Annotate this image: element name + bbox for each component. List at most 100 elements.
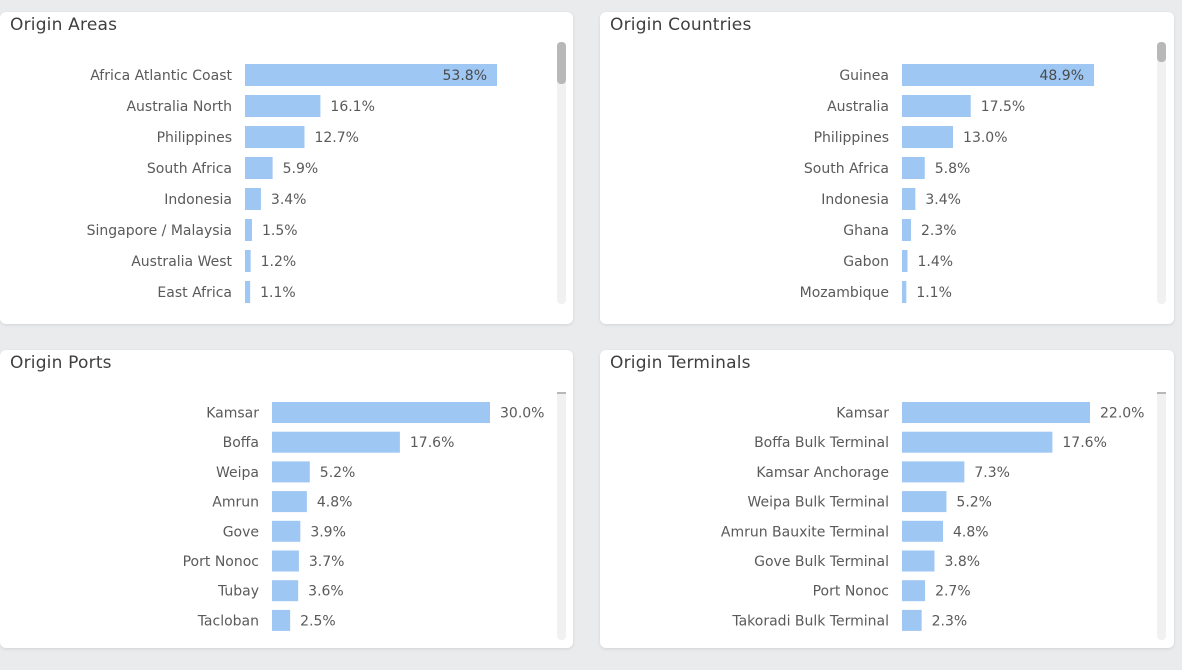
data-label: 3.4% [925,192,961,208]
category-label: Gove [223,524,259,540]
scrollbar-thumb[interactable] [557,392,566,394]
bar-2[interactable] [245,95,321,117]
bar-1[interactable] [902,402,1090,423]
category-label: Singapore / Malaysia [87,223,232,239]
category-label: Boffa Bulk Terminal [754,435,889,451]
bar-5[interactable] [902,520,944,542]
data-label: 3.8% [944,554,980,570]
category-label: South Africa [147,161,232,177]
bar-4[interactable] [902,491,947,513]
data-label: 1.1% [260,285,296,301]
category-label: Takoradi Bulk Terminal [731,613,889,629]
data-label: 17.6% [410,435,454,451]
bar-3[interactable] [245,126,305,148]
bar-6[interactable] [902,219,912,241]
scrollbar-thumb[interactable] [1157,392,1166,394]
category-label: Port Nonoc [813,584,889,600]
data-label: 5.9% [283,161,319,177]
category-label: Philippines [814,130,889,146]
data-label: 4.8% [317,495,353,511]
data-label: 30.0% [500,406,544,422]
bar-5[interactable] [245,188,261,210]
category-label: South Africa [804,161,889,177]
bar-7[interactable] [245,250,251,272]
bar-4[interactable] [245,157,273,179]
origin-ports-chart: Kamsar 30.0% Boffa 17.6% Weipa 5.2% Amrun 4.8% G… [183,392,566,640]
scrollbar-thumb[interactable] [557,42,566,84]
category-label: Tubay [217,584,259,600]
scrollbar-thumb[interactable] [1157,42,1166,62]
bar-5[interactable] [902,188,916,210]
category-label: Port Nonoc [183,554,259,570]
data-label: 16.1% [330,99,374,115]
scrollbar-track[interactable] [1157,42,1166,304]
data-label: 7.3% [974,465,1010,481]
scrollbar-track[interactable] [557,42,566,304]
bar-6[interactable] [902,550,935,572]
category-label: Mozambique [800,285,889,301]
bar-1[interactable] [902,64,1094,86]
category-label: Australia [827,99,889,115]
data-label: 17.6% [1062,435,1106,451]
category-label: Ghana [843,223,889,239]
bar-3[interactable] [902,126,954,148]
origin-areas-panel: Origin Areas Africa Atlantic Coast 53.8% A… [0,12,573,324]
bar-8[interactable] [272,609,291,631]
category-label: Weipa [216,465,259,481]
bar-8[interactable] [902,281,907,303]
bar-2[interactable] [902,431,1053,453]
data-label: 2.7% [935,584,971,600]
data-label: 48.9% [1040,68,1084,84]
origin-countries-panel: Origin Countries Guinea 48.9% Australia 17.… [600,12,1174,324]
data-label: 5.2% [956,495,992,511]
origin-ports-panel: Origin Ports Kamsar 30.0% Boffa 17.6% Weipa 5… [0,350,573,648]
category-label: Gabon [843,254,889,270]
category-label: Africa Atlantic Coast [90,68,232,84]
category-label: Australia West [131,254,232,270]
category-label: Philippines [157,130,232,146]
data-label: 2.3% [921,223,957,239]
bar-8[interactable] [245,281,251,303]
origin-countries-chart: Guinea 48.9% Australia 17.5% Philippines 13.0… [800,42,1166,304]
data-label: 3.7% [309,554,345,570]
data-label: 3.4% [271,192,307,208]
category-label: Guinea [839,68,889,84]
bar-4[interactable] [902,157,925,179]
bar-6[interactable] [245,219,253,241]
category-label: Gove Bulk Terminal [754,554,889,570]
data-label: 1.4% [917,254,953,270]
bar-8[interactable] [902,609,922,631]
scrollbar-track[interactable] [557,392,566,640]
data-label: 3.9% [310,524,346,540]
origin-terminals-title: Origin Terminals [610,353,751,373]
bar-5[interactable] [272,520,301,542]
bar-2[interactable] [902,95,971,117]
bar-3[interactable] [902,461,965,483]
data-label: 1.2% [261,254,297,270]
data-label: 13.0% [963,130,1007,146]
origin-terminals-chart: Kamsar 22.0% Boffa Bulk Terminal 17.6% Kamsa… [721,392,1166,640]
category-label: Kamsar [206,406,259,422]
data-label: 53.8% [443,68,487,84]
origin-countries-title: Origin Countries [610,15,752,35]
bar-7[interactable] [272,580,299,602]
bar-4[interactable] [272,491,307,513]
bar-7[interactable] [902,580,926,602]
data-label: 3.6% [308,584,344,600]
category-label: Tacloban [197,613,259,629]
origin-areas-chart: Africa Atlantic Coast 53.8% Australia Nort… [87,42,566,304]
bar-1[interactable] [245,64,497,86]
category-label: Amrun [212,495,259,511]
bar-2[interactable] [272,431,400,453]
bar-7[interactable] [902,250,908,272]
scrollbar-track[interactable] [1157,392,1166,640]
category-label: Kamsar Anchorage [756,465,889,481]
bar-6[interactable] [272,550,299,572]
category-label: Kamsar [836,406,889,422]
bar-3[interactable] [272,461,310,483]
bar-1[interactable] [272,402,490,423]
data-label: 1.5% [262,223,298,239]
category-label: Indonesia [821,192,889,208]
category-label: Indonesia [164,192,232,208]
origin-areas-title: Origin Areas [10,15,118,35]
